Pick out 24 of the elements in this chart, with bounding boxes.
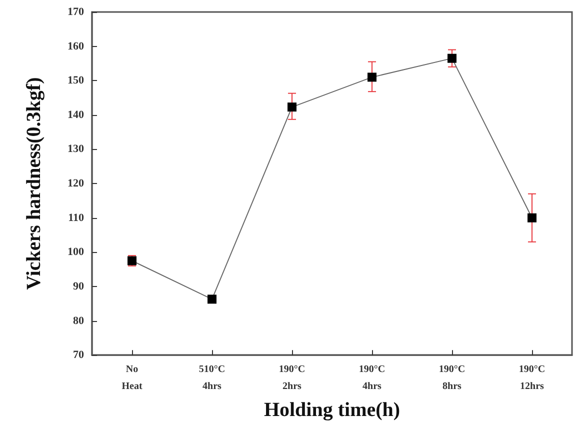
y-tick-label: 170 bbox=[68, 6, 84, 18]
y-tick-label: 150 bbox=[68, 74, 84, 87]
point bbox=[528, 213, 536, 222]
y-tick-label: 110 bbox=[68, 212, 84, 224]
point bbox=[288, 102, 296, 112]
x-tick-label: No Heat bbox=[122, 364, 143, 392]
y-tick-label: 100 bbox=[68, 246, 84, 258]
y-tick-label: 80 bbox=[73, 314, 84, 327]
y-tick-label: 120 bbox=[68, 178, 84, 190]
y-tick-label: 70 bbox=[73, 349, 84, 362]
y-tick-label: 140 bbox=[68, 108, 84, 121]
x-tick-label: 510°C 4hrs bbox=[198, 364, 226, 392]
y-tick-label: 130 bbox=[68, 143, 84, 156]
point bbox=[368, 72, 376, 82]
y-axis-title: Vickers hardness(0.3kgf) bbox=[23, 77, 45, 290]
x-tick-label: 190°C 12hrs bbox=[518, 364, 546, 392]
x-tick-label: 190°C 4hrs bbox=[358, 364, 386, 392]
x-axis-title: Holding time(h) bbox=[264, 399, 400, 421]
y-tick-label: 160 bbox=[68, 40, 84, 52]
y-tick-label: 90 bbox=[73, 280, 84, 292]
point bbox=[208, 294, 216, 304]
x-tick-label: 190°C 2hrs bbox=[278, 364, 306, 392]
x-tick-label: 190°C 8hrs bbox=[438, 364, 466, 392]
point bbox=[448, 54, 456, 63]
